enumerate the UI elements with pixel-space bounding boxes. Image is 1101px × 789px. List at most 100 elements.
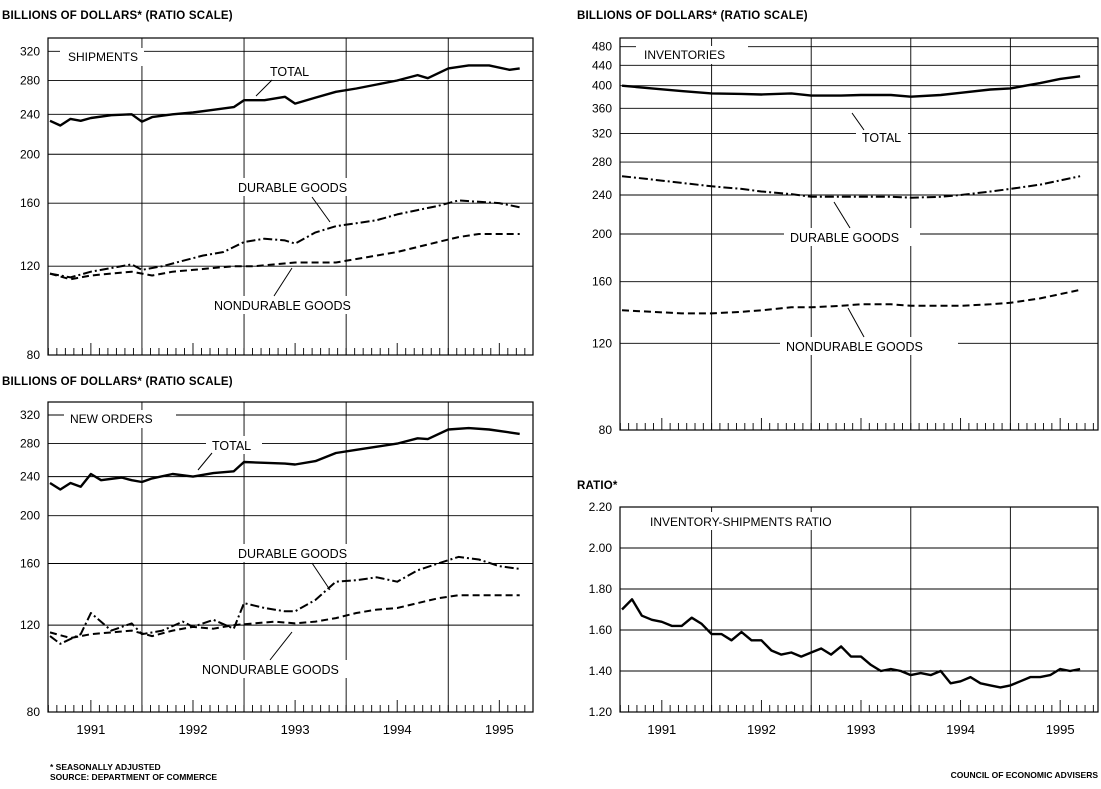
inventories-y-tick-label: 200 (592, 227, 612, 241)
new-orders-series (49, 426, 520, 645)
shipments-durable-label: DURABLE GOODS (238, 181, 347, 195)
new-orders-x-minor-ticks (47, 700, 526, 712)
shipments-nondurable-label-bg (208, 296, 380, 314)
inventories-nondurable-label-bg (780, 337, 958, 355)
new-orders-y-ticks: 80 120 160 200 240 280 320 (20, 408, 40, 719)
new-orders-y-tick-label: 280 (20, 437, 40, 451)
new-orders-title: NEW ORDERS (70, 412, 153, 426)
new-orders-frame (47, 401, 534, 713)
inventories-y-tick-label: 280 (592, 155, 612, 169)
inventories-series-total (621, 75, 1081, 98)
ratio-y-ticks: 1.20 1.40 1.60 1.80 2.00 2.20 (589, 500, 613, 719)
inventories-y-tick-label: 120 (592, 336, 612, 350)
inventories-y-ticks: 80 120 160 200 240 280 320 360 400 440 480 (592, 40, 612, 437)
ratio-title-bg (642, 512, 864, 530)
shipments-series-total (49, 64, 520, 127)
new-orders-total-label: TOTAL (212, 439, 251, 453)
shipments-y-tick-label: 200 (20, 147, 40, 161)
shipments-nondurable-pointer (273, 267, 293, 297)
new-orders-x-tick-label: 1994 (383, 722, 412, 737)
ratio-y-tick-label: 1.40 (589, 664, 613, 678)
new-orders-durable-label-bg (232, 544, 368, 562)
shipments-y-tick-label: 240 (20, 107, 40, 121)
footnote-source: SOURCE: DEPARTMENT OF COMMERCE (50, 772, 217, 782)
inventories-durable-pointer (833, 201, 851, 229)
shipments-y-tick-label: 280 (20, 74, 40, 88)
new-orders-series-total (49, 426, 520, 491)
ratio-x-tick-labels: 1991 1992 1993 1994 1995 (647, 722, 1074, 737)
inventories-y-tick-label: 360 (592, 101, 612, 115)
new-orders-durable-label: DURABLE GOODS (238, 547, 347, 561)
shipments-y-tick-label: 160 (20, 196, 40, 210)
new-orders-x-tick-label: 1991 (76, 722, 105, 737)
shipments-title-bg (60, 48, 144, 66)
ratio-y-tick-label: 1.20 (589, 705, 613, 719)
shipments-y-ticks: 80 120 160 200 240 280 320 (20, 44, 40, 362)
ratio-x-tick-label: 1994 (946, 722, 975, 737)
shipments-y-tick-label: 120 (20, 259, 40, 273)
shipments-x-minor-ticks (47, 343, 526, 355)
inventories-total-label-bg (856, 128, 908, 146)
ratio-heading: RATIO* (577, 480, 618, 492)
shipments-heading: BILLIONS OF DOLLARS* (RATIO SCALE) (2, 10, 233, 22)
new-orders-y-tick-label: 320 (20, 408, 40, 422)
footnote-seasonally-adjusted: * SEASONALLY ADJUSTED (50, 762, 161, 772)
credit-line: COUNCIL OF ECONOMIC ADVISERS (951, 770, 1099, 780)
shipments-series (49, 64, 520, 281)
inventories-y-tick-label: 160 (592, 275, 612, 289)
inventories-y-tick-label: 80 (599, 423, 613, 437)
inventories-y-tick-label: 440 (592, 58, 612, 72)
shipments-durable-label-bg (232, 178, 368, 196)
ratio-y-tick-label: 1.80 (589, 582, 613, 596)
shipments-y-tick-label: 80 (27, 348, 41, 362)
inventories-durable-label: DURABLE GOODS (790, 231, 899, 245)
ratio-x-tick-label: 1993 (847, 722, 876, 737)
inventories-chart: BILLIONS OF DOLLARS* (RATIO SCALE) 80 120… (577, 10, 1099, 437)
new-orders-nondurable-label: NONDURABLE GOODS (202, 663, 339, 677)
inventories-y-tick-label: 480 (592, 40, 612, 54)
shipments-total-pointer (255, 79, 273, 97)
inventories-y-tick-label: 240 (592, 188, 612, 202)
shipments-nondurable-label: NONDURABLE GOODS (214, 299, 351, 313)
new-orders-total-label-bg (206, 436, 262, 454)
inventories-total-pointer (851, 112, 865, 131)
new-orders-heading: BILLIONS OF DOLLARS* (RATIO SCALE) (2, 376, 233, 388)
ratio-series (621, 598, 1081, 689)
ratio-series-inventory-shipments-ratio (621, 598, 1081, 689)
ratio-x-minor-ticks (619, 700, 1094, 712)
ratio-x-tick-label: 1991 (647, 722, 676, 737)
new-orders-nondurable-pointer (269, 631, 293, 661)
inventories-y-tick-label: 400 (592, 79, 612, 93)
ratio-title: INVENTORY-SHIPMENTS RATIO (650, 515, 832, 529)
ratio-y-tick-label: 2.20 (589, 500, 613, 514)
new-orders-total-pointer (197, 452, 213, 471)
inventories-title-bg (636, 46, 748, 64)
inventories-heading: BILLIONS OF DOLLARS* (RATIO SCALE) (577, 10, 808, 22)
new-orders-x-tick-label: 1992 (179, 722, 208, 737)
ratio-x-tick-label: 1995 (1046, 722, 1075, 737)
shipments-total-label-bg (264, 62, 320, 80)
ratio-y-tick-label: 1.60 (589, 623, 613, 637)
new-orders-durable-pointer (311, 562, 331, 591)
new-orders-y-tick-label: 200 (20, 509, 40, 523)
inventories-title: INVENTORIES (644, 48, 725, 62)
new-orders-x-tick-label: 1995 (485, 722, 514, 737)
new-orders-y-tick-label: 160 (20, 556, 40, 570)
inventories-series-nondurable-goods (621, 288, 1081, 315)
shipments-frame (47, 37, 534, 356)
inventories-series (621, 75, 1081, 315)
ratio-grid (620, 506, 1098, 712)
shipments-total-label: TOTAL (270, 65, 309, 79)
new-orders-x-tick-label: 1993 (281, 722, 310, 737)
inventories-y-tick-label: 320 (592, 126, 612, 140)
ratio-y-tick-label: 2.00 (589, 541, 613, 555)
new-orders-series-durable-goods (49, 555, 520, 645)
shipments-chart: BILLIONS OF DOLLARS* (RATIO SCALE) 80 120… (2, 10, 534, 362)
new-orders-y-tick-label: 240 (20, 470, 40, 484)
inventories-nondurable-label: NONDURABLE GOODS (786, 340, 923, 354)
new-orders-y-tick-label: 80 (27, 705, 41, 719)
inventories-durable-label-bg (784, 228, 920, 246)
shipments-y-tick-label: 320 (20, 44, 40, 58)
new-orders-x-tick-labels: 1991 1992 1993 1994 1995 (76, 722, 513, 737)
